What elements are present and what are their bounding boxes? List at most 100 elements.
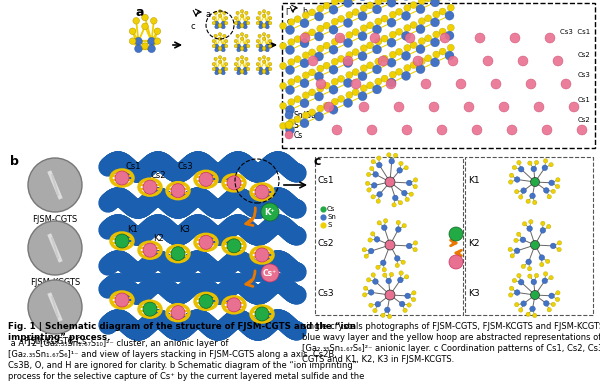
Circle shape — [392, 203, 396, 207]
Circle shape — [265, 21, 269, 25]
Circle shape — [316, 79, 326, 89]
Circle shape — [314, 112, 323, 121]
Circle shape — [338, 15, 344, 22]
Text: a: a — [206, 10, 211, 19]
Circle shape — [405, 33, 415, 43]
Circle shape — [521, 188, 526, 193]
Circle shape — [521, 301, 526, 307]
Circle shape — [530, 193, 535, 199]
Circle shape — [514, 177, 520, 182]
Circle shape — [258, 57, 261, 60]
Circle shape — [517, 232, 521, 236]
Circle shape — [367, 22, 374, 29]
Circle shape — [399, 271, 403, 275]
Circle shape — [385, 240, 395, 250]
Circle shape — [531, 166, 536, 172]
Circle shape — [375, 301, 380, 307]
Circle shape — [142, 23, 148, 30]
Circle shape — [394, 256, 400, 261]
Text: FJSM-KCGTS: FJSM-KCGTS — [30, 278, 80, 287]
Circle shape — [425, 15, 431, 22]
Circle shape — [364, 286, 368, 290]
Circle shape — [352, 89, 359, 96]
Circle shape — [547, 308, 551, 312]
Text: Cs: Cs — [294, 131, 303, 140]
Circle shape — [346, 52, 353, 58]
Circle shape — [280, 42, 287, 49]
Circle shape — [413, 241, 418, 245]
Circle shape — [371, 232, 375, 236]
Circle shape — [280, 122, 287, 129]
Text: Cs2: Cs2 — [318, 238, 335, 247]
Circle shape — [218, 70, 221, 73]
Circle shape — [527, 226, 532, 231]
Circle shape — [234, 40, 238, 43]
Circle shape — [533, 200, 537, 205]
Circle shape — [401, 71, 410, 80]
Circle shape — [212, 44, 215, 48]
Circle shape — [255, 248, 269, 262]
Circle shape — [215, 48, 218, 52]
Circle shape — [314, 92, 323, 101]
Circle shape — [394, 153, 398, 158]
Circle shape — [544, 159, 548, 163]
Circle shape — [406, 180, 412, 186]
Circle shape — [259, 25, 263, 29]
Circle shape — [561, 79, 571, 89]
Circle shape — [344, 38, 353, 47]
Text: Cs1: Cs1 — [318, 176, 335, 185]
Circle shape — [300, 39, 309, 48]
Circle shape — [403, 308, 407, 312]
Circle shape — [28, 221, 82, 275]
Text: K1: K1 — [468, 176, 479, 185]
Circle shape — [218, 56, 221, 59]
Circle shape — [429, 102, 439, 112]
Circle shape — [134, 45, 142, 53]
Circle shape — [308, 9, 316, 16]
Circle shape — [154, 28, 161, 34]
Circle shape — [323, 102, 330, 109]
Circle shape — [314, 72, 323, 81]
Circle shape — [368, 248, 374, 254]
Text: Cs2: Cs2 — [577, 52, 590, 58]
Circle shape — [143, 243, 157, 257]
Circle shape — [241, 9, 244, 13]
Circle shape — [375, 0, 382, 5]
Circle shape — [236, 11, 239, 15]
Circle shape — [241, 60, 244, 63]
Circle shape — [418, 0, 425, 5]
Circle shape — [221, 67, 225, 71]
Circle shape — [368, 290, 374, 295]
Circle shape — [256, 22, 259, 25]
Circle shape — [530, 306, 535, 312]
Circle shape — [308, 109, 316, 116]
Circle shape — [371, 160, 376, 164]
Circle shape — [448, 4, 454, 11]
Circle shape — [386, 278, 391, 284]
Circle shape — [245, 11, 248, 15]
Circle shape — [373, 5, 382, 14]
Circle shape — [346, 11, 353, 18]
Circle shape — [551, 302, 556, 307]
Circle shape — [401, 51, 410, 60]
Circle shape — [396, 220, 400, 225]
Text: K3: K3 — [468, 289, 479, 298]
Circle shape — [409, 192, 413, 196]
Circle shape — [402, 125, 412, 135]
Circle shape — [262, 70, 266, 73]
Circle shape — [380, 260, 386, 265]
Circle shape — [151, 18, 157, 24]
Circle shape — [375, 18, 382, 25]
Circle shape — [280, 22, 287, 29]
Circle shape — [317, 45, 324, 52]
Circle shape — [395, 48, 403, 55]
Circle shape — [317, 5, 324, 12]
Circle shape — [115, 234, 129, 248]
FancyArrowPatch shape — [451, 240, 456, 246]
Circle shape — [148, 37, 155, 45]
Circle shape — [367, 2, 374, 9]
Circle shape — [404, 25, 411, 31]
Circle shape — [115, 171, 129, 185]
Circle shape — [401, 190, 407, 196]
Circle shape — [285, 111, 293, 119]
